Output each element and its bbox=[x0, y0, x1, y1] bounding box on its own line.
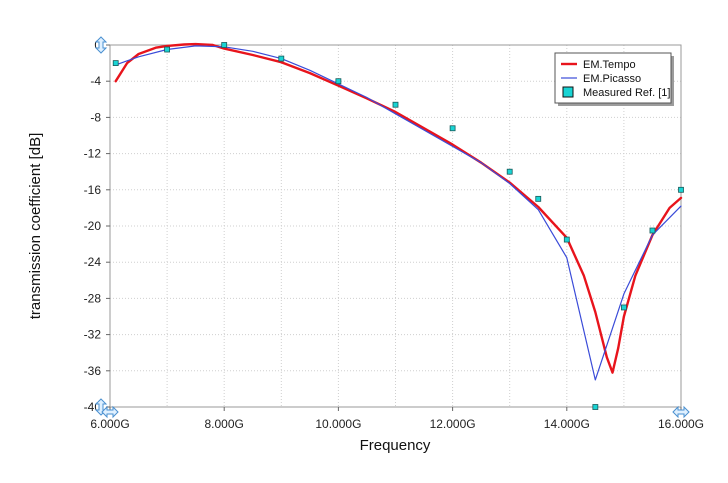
x-axis-right-handle-icon bbox=[672, 405, 690, 419]
measured-point bbox=[621, 304, 627, 311]
legend-label: EM.Tempo bbox=[583, 59, 636, 71]
measured-point bbox=[112, 60, 119, 66]
y-tick-label: -20 bbox=[84, 219, 102, 233]
measured-point bbox=[278, 55, 285, 62]
y-tick-label: -24 bbox=[84, 255, 102, 269]
y-tick-label: 0 bbox=[94, 38, 101, 52]
measured-point bbox=[649, 227, 656, 234]
y-axis-title: transmission coefficient [dB] bbox=[27, 133, 44, 319]
measured-point bbox=[335, 78, 342, 85]
measured-point bbox=[392, 101, 399, 108]
x-axis-left-handle-icon bbox=[101, 405, 119, 419]
measured-point bbox=[563, 236, 570, 243]
legend: EM.Tempo EM.Picasso Measured Ref. [1] bbox=[554, 52, 674, 106]
x-tick-label: 6.000G bbox=[90, 417, 129, 431]
legend-label: Measured Ref. [1] bbox=[583, 87, 670, 99]
x-axis-title: Frequency bbox=[360, 437, 431, 454]
legend-label: EM.Picasso bbox=[583, 73, 641, 85]
y-tick-label: -36 bbox=[84, 364, 102, 378]
y-tick-label: -32 bbox=[84, 328, 102, 342]
x-tick-label: 8.000G bbox=[205, 417, 244, 431]
y-tick-label: -4 bbox=[90, 74, 101, 88]
y-axis-top-handle-icon bbox=[94, 36, 108, 54]
measured-point bbox=[221, 42, 228, 48]
measured-point bbox=[678, 186, 684, 193]
x-tick-label: 10.000G bbox=[315, 417, 361, 431]
y-tick-label: -28 bbox=[84, 291, 102, 305]
measured-point bbox=[506, 168, 513, 175]
y-tick-label: -16 bbox=[84, 183, 102, 197]
x-tick-label: 12.000G bbox=[430, 417, 476, 431]
y-tick-label: -8 bbox=[90, 110, 101, 124]
legend-swatch bbox=[562, 86, 574, 98]
series-layer bbox=[112, 42, 684, 410]
axes-layer: 6.000G 8.000G 10.000G 12.000G 14.000G 16.000G… bbox=[84, 38, 704, 431]
series-line-em-tempo bbox=[114, 42, 683, 374]
axis-handles bbox=[94, 36, 690, 419]
measured-point bbox=[164, 46, 171, 53]
x-tick-label: 14.000G bbox=[544, 417, 590, 431]
measured-point bbox=[592, 404, 599, 410]
series-line-em-picasso bbox=[115, 45, 682, 381]
x-tick-label: 16.000G bbox=[658, 417, 704, 431]
measured-point bbox=[449, 125, 456, 132]
measured-point bbox=[535, 195, 542, 202]
y-tick-label: -12 bbox=[84, 147, 102, 161]
